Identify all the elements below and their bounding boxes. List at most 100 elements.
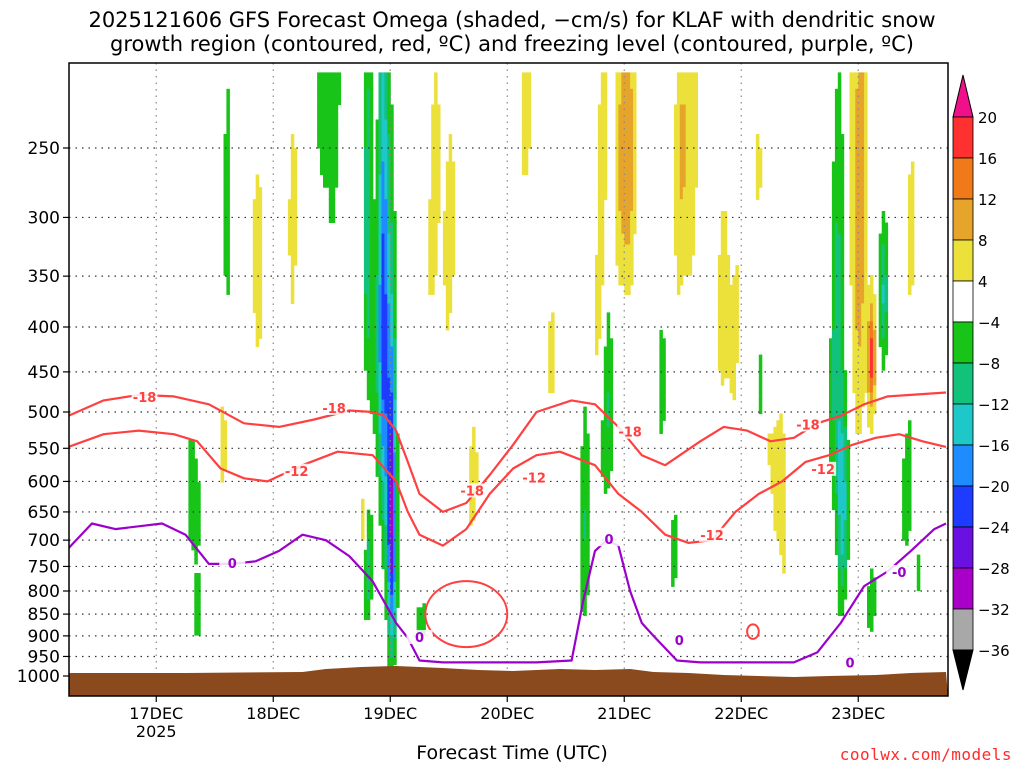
omega-cell-2204 bbox=[843, 563, 848, 570]
omega-cell-692 bbox=[387, 72, 391, 90]
omega-cell-1700 bbox=[717, 354, 722, 364]
colorbar-swatch-4 bbox=[952, 280, 974, 323]
omega-cell-354 bbox=[366, 321, 371, 331]
omega-cell-1737 bbox=[723, 362, 728, 371]
omega-cell-615 bbox=[381, 549, 385, 556]
omega-cell-499 bbox=[375, 433, 380, 441]
omega-cell-2361 bbox=[861, 187, 865, 200]
omega-cell-1529 bbox=[659, 399, 663, 408]
omega-cell-1970 bbox=[831, 487, 836, 494]
omega-cell-1122 bbox=[472, 504, 476, 511]
omega-cell-1636 bbox=[685, 88, 690, 106]
omega-cell-518 bbox=[378, 233, 382, 245]
omega-cell-223 bbox=[317, 88, 321, 106]
omega-cell-217 bbox=[293, 211, 298, 223]
omega-cell-1498 bbox=[630, 174, 634, 188]
omega-cell-2445 bbox=[870, 294, 874, 304]
omega-cell-2114 bbox=[840, 265, 845, 276]
omega-cell-800 bbox=[390, 338, 394, 348]
omega-cell-901 bbox=[393, 487, 397, 494]
omega-cell-2394 bbox=[864, 199, 868, 212]
omega-cell-180 bbox=[258, 222, 263, 235]
omega-cell-807 bbox=[390, 392, 394, 401]
omega-cell-739 bbox=[387, 498, 391, 505]
omega-cell-369 bbox=[366, 535, 371, 541]
omega-cell-672 bbox=[384, 530, 388, 536]
omega-cell-2413 bbox=[864, 377, 868, 386]
omega-cell-1853 bbox=[776, 493, 780, 500]
contour-label-bg-4 bbox=[794, 417, 821, 432]
omega-cell-1603 bbox=[679, 88, 684, 106]
omega-cell-1962 bbox=[831, 439, 836, 447]
omega-cell-1348 bbox=[603, 406, 608, 415]
omega-cell-265 bbox=[331, 134, 336, 149]
omega-cell-2086 bbox=[837, 540, 842, 546]
omega-cell-159 bbox=[252, 303, 257, 313]
omega-cell-1875 bbox=[779, 493, 783, 500]
omega-cell-874 bbox=[393, 294, 397, 304]
omega-cell-1045 bbox=[437, 211, 441, 223]
omega-cell-1648 bbox=[685, 244, 690, 256]
omega-cell-1658 bbox=[688, 174, 693, 188]
omega-cell-1948 bbox=[831, 338, 836, 348]
omega-cell-361 bbox=[366, 377, 371, 386]
omega-cell-1320 bbox=[600, 265, 605, 276]
omega-cell-127 bbox=[223, 439, 227, 447]
omega-cell-1307 bbox=[600, 104, 605, 121]
omega-cell-996 bbox=[428, 199, 432, 212]
omega-cell-2622 bbox=[916, 559, 921, 565]
omega-cell-1806 bbox=[758, 399, 763, 408]
omega-cell-2282 bbox=[855, 88, 859, 106]
omega-cell-439 bbox=[372, 199, 377, 212]
omega-cell-2047 bbox=[837, 275, 842, 286]
omega-cell-2499 bbox=[872, 603, 877, 608]
omega-cell-2310 bbox=[855, 385, 859, 394]
omega-cell-2030 bbox=[834, 549, 839, 556]
omega-cell-1387 bbox=[609, 338, 614, 348]
contour-label-bg-10 bbox=[406, 629, 433, 644]
omega-cell-208 bbox=[290, 265, 295, 276]
y-axis: 2503003504004505005506006507007508008509… bbox=[17, 139, 69, 687]
omega-cell-1821 bbox=[770, 482, 774, 489]
omega-cell-882 bbox=[393, 362, 397, 371]
omega-cell-2082 bbox=[837, 520, 842, 526]
omega-cell-1809 bbox=[767, 439, 772, 447]
omega-cell-838 bbox=[390, 568, 394, 574]
omega-cell-1949 bbox=[831, 346, 836, 356]
colorbar-label-10: −24 bbox=[978, 519, 1010, 537]
omega-cell-2601 bbox=[908, 482, 912, 489]
omega-cell-706 bbox=[387, 254, 391, 266]
omega-cell-1424 bbox=[618, 119, 622, 135]
omega-cell-1146 bbox=[527, 88, 532, 106]
omega-cell-1804 bbox=[758, 385, 763, 394]
omega-cell-381 bbox=[366, 590, 371, 596]
omega-cell-1679 bbox=[691, 233, 695, 245]
omega-cell-1881 bbox=[779, 525, 783, 531]
omega-cell-950 bbox=[396, 487, 400, 494]
omega-cell-1746 bbox=[726, 321, 731, 331]
omega-cell-1192 bbox=[580, 568, 584, 574]
omega-cell-831 bbox=[390, 535, 394, 541]
omega-cell-2327 bbox=[858, 211, 862, 223]
omega-cell-1275 bbox=[595, 275, 599, 286]
omega-cell-2628 bbox=[916, 586, 921, 592]
omega-cell-1760 bbox=[729, 346, 734, 356]
omega-cell-380 bbox=[366, 586, 371, 592]
omega-cell-1540 bbox=[662, 385, 666, 394]
omega-cell-2195 bbox=[843, 520, 848, 526]
omega-cell-1128 bbox=[475, 470, 479, 477]
omega-cell-1567 bbox=[674, 211, 678, 223]
omega-cell-2380 bbox=[861, 370, 865, 379]
omega-cell-237 bbox=[323, 119, 327, 135]
omega-cell-80 bbox=[197, 520, 201, 526]
omega-cell-1877 bbox=[779, 504, 783, 511]
omega-cell-56 bbox=[194, 554, 198, 560]
omega-cell-579 bbox=[381, 321, 385, 331]
omega-cell-1351 bbox=[603, 426, 608, 434]
omega-cell-2330 bbox=[858, 244, 862, 256]
omega-cell-1195 bbox=[580, 581, 584, 587]
omega-cell-736 bbox=[387, 482, 391, 489]
omega-cell-480 bbox=[375, 284, 380, 295]
omega-cell-190 bbox=[258, 321, 263, 331]
omega-cell-716 bbox=[387, 346, 391, 356]
